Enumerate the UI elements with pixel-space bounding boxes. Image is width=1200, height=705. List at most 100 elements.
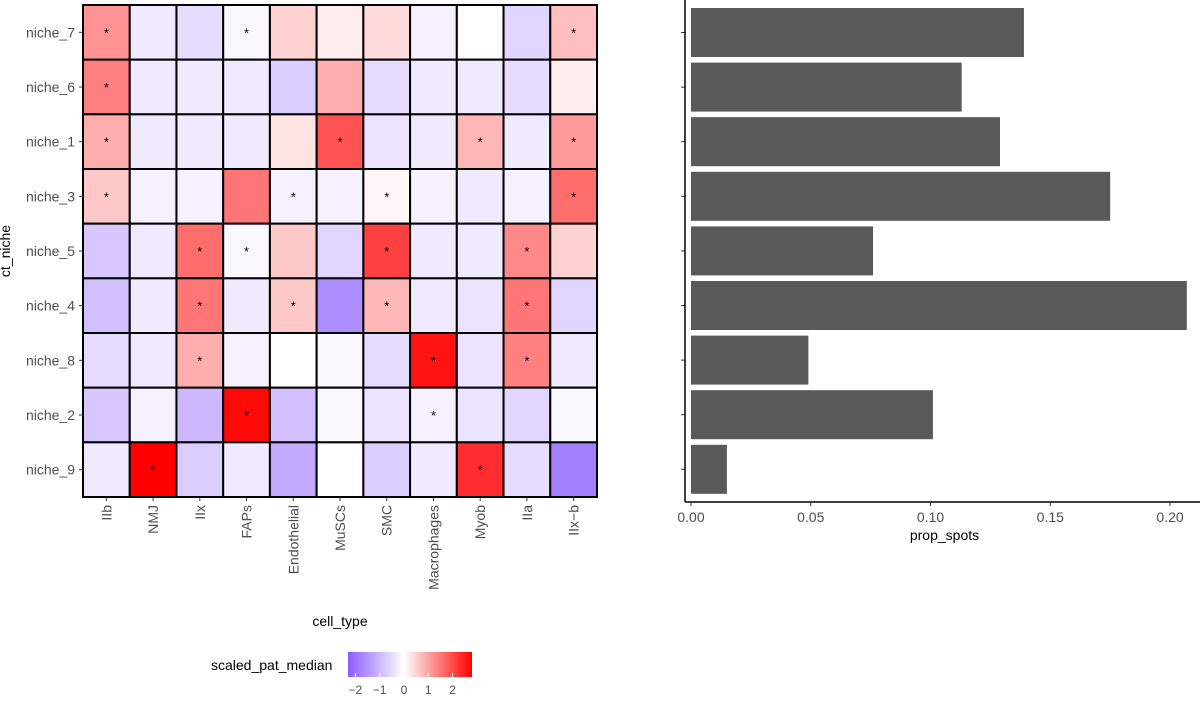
heatmap-cell [409, 168, 458, 225]
significance-star: * [291, 189, 296, 204]
heatmap-cell [128, 222, 178, 280]
color-legend: scaled_pat_median −2 −1 0 1 2 [211, 652, 472, 697]
legend-title: scaled_pat_median [211, 657, 332, 673]
heatmap-cell [455, 58, 505, 116]
heatmap-cell [82, 441, 131, 499]
x-tick-label: MuSCs [332, 505, 348, 551]
y-tick-label: niche_7 [26, 24, 75, 40]
heatmap-cell [455, 222, 505, 280]
significance-star: * [244, 244, 249, 259]
heatmap-cell [362, 332, 412, 389]
heatmap-cell [409, 441, 458, 499]
heatmap-cell [222, 332, 271, 389]
heatmap-cell [409, 332, 458, 389]
x-tick-label: IIb [98, 505, 114, 521]
heatmap-cell [549, 222, 598, 280]
heatmap-cell [362, 386, 412, 444]
legend-tick-label: −1 [373, 683, 387, 697]
y-axis-title: ct_niche [0, 225, 13, 277]
heatmap-cell [502, 441, 552, 499]
x-tick-label: NMJ [145, 505, 161, 534]
significance-star: * [431, 353, 436, 368]
significance-star: * [524, 353, 529, 368]
x-tick-label: FAPs [239, 505, 255, 538]
bar-x-tick-label: 0.10 [917, 509, 944, 525]
heatmap-cell [502, 113, 552, 171]
x-axis-title: cell_type [312, 613, 367, 629]
bar-x-tick-label: 0.15 [1037, 509, 1064, 525]
y-tick-label: niche_4 [26, 298, 75, 314]
y-tick-label: niche_9 [26, 462, 75, 478]
bar [690, 281, 1187, 330]
heatmap-cell [82, 222, 131, 280]
heatmap-cell [175, 332, 225, 389]
legend-colorbar [348, 652, 472, 677]
heatmap-cell [82, 277, 131, 335]
heatmap-cell [502, 4, 552, 61]
heatmap-cell [175, 168, 225, 225]
significance-star: * [478, 135, 483, 150]
x-tick-label: IIx−b [566, 505, 582, 536]
heatmap-cell [268, 332, 318, 389]
heatmap-panel: * * * * * * * * * * * * * * * * * * * * * * * * * * * niche_7 niche_… [0, 4, 598, 629]
heatmap-cell [128, 58, 178, 116]
heatmap-cell [502, 168, 552, 225]
heatmap-cell [409, 222, 458, 280]
x-tick-label: Myob [472, 505, 488, 539]
significance-star: * [197, 244, 202, 259]
significance-star: * [104, 189, 109, 204]
significance-star: * [571, 189, 576, 204]
legend-tick-label: 1 [425, 683, 432, 697]
heatmap-cell [128, 113, 178, 171]
heatmap-cell [268, 168, 318, 225]
heatmap-cell [502, 222, 552, 280]
x-tick-label: IIx [192, 505, 208, 520]
heatmap-cell [268, 4, 318, 61]
heatmap-cell [222, 222, 271, 280]
heatmap-cell [315, 277, 365, 335]
heatmap-cell [549, 277, 598, 335]
heatmap-cell [175, 4, 225, 61]
y-tick-label: niche_6 [26, 79, 75, 95]
heatmap-cell [268, 222, 318, 280]
y-tick-label: niche_3 [26, 188, 75, 204]
legend-tick-label: −2 [348, 683, 362, 697]
heatmap-cell [222, 168, 271, 225]
bar [690, 171, 1111, 221]
significance-star: * [197, 353, 202, 368]
bar-chart-panel: 0.00 0.05 0.10 0.15 0.20 prop_spots [677, 0, 1200, 543]
significance-star: * [197, 299, 202, 314]
heatmap-cell [362, 277, 412, 335]
heatmap-cell [362, 113, 412, 171]
heatmap-cell [362, 58, 412, 116]
bar [690, 62, 962, 112]
heatmap-cell [315, 441, 365, 499]
significance-star: * [384, 299, 389, 314]
significance-star: * [337, 135, 342, 150]
bar [690, 444, 727, 494]
significance-star: * [384, 189, 389, 204]
heatmap-cell [455, 4, 505, 61]
significance-star: * [291, 299, 296, 314]
bar [690, 117, 1000, 167]
heatmap-cell [128, 386, 178, 444]
bar-x-tick-label: 0.20 [1156, 509, 1183, 525]
heatmap-cell [315, 113, 365, 171]
heatmap-cell [175, 58, 225, 116]
heatmap-cell [409, 277, 458, 335]
heatmap-cell [315, 386, 365, 444]
y-tick-label: niche_8 [26, 352, 75, 368]
heatmap-cell [315, 222, 365, 280]
bar-x-axis-title: prop_spots [910, 527, 979, 543]
heatmap-cell [268, 386, 318, 444]
heatmap-cell [128, 277, 178, 335]
significance-star: * [104, 135, 109, 150]
significance-star: * [244, 25, 249, 40]
heatmap-cell [82, 332, 131, 389]
heatmap-cell [362, 441, 412, 499]
bar-x-tick-label: 0.05 [797, 509, 824, 525]
heatmap-cell [128, 332, 178, 389]
heatmap-cell [268, 58, 318, 116]
significance-star: * [384, 244, 389, 259]
